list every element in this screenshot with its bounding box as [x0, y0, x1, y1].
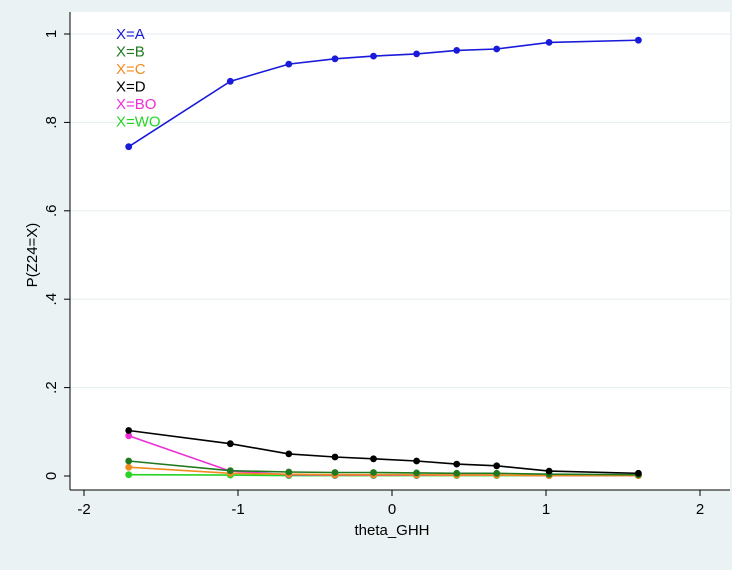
y-tick-label: .8 [43, 116, 60, 129]
x-tick-label: -2 [77, 501, 90, 518]
data-point-bo [125, 432, 133, 440]
plot-area [70, 12, 730, 490]
data-point-b [493, 469, 501, 477]
x-axis-label: theta_GHH [354, 522, 429, 539]
x-tick-label: -1 [231, 501, 244, 518]
data-point-d [635, 469, 642, 477]
data-point-d [453, 460, 461, 468]
data-point-a [370, 52, 377, 60]
legend: X=AX=BX=CX=DX=BOX=WO [116, 26, 161, 131]
data-point-d [226, 440, 234, 448]
data-point-d [285, 450, 293, 458]
data-point-b [370, 469, 377, 476]
y-tick-label: 1 [43, 30, 60, 38]
data-point-d [331, 453, 339, 461]
legend-entry: X=B [116, 44, 145, 61]
data-point-b [285, 468, 293, 476]
data-point-a [545, 39, 553, 46]
data-point-b [125, 457, 133, 465]
data-point-a [493, 45, 501, 53]
data-point-b [413, 469, 420, 477]
y-tick-label: 0 [43, 472, 60, 480]
data-point-c [125, 463, 133, 471]
data-point-d [545, 467, 553, 475]
data-point-d [493, 462, 501, 470]
data-point-d [413, 457, 420, 465]
legend-entry: X=BO [116, 96, 156, 113]
x-tick-label: 2 [696, 501, 704, 518]
legend-entry: X=C [116, 61, 146, 78]
data-point-a [635, 36, 642, 44]
legend-entry: X=D [116, 79, 146, 96]
series-line-b [128, 460, 639, 476]
series-points [125, 36, 642, 479]
y-axis-label: P(Z24=X) [24, 223, 41, 288]
series-line-d [128, 429, 639, 475]
data-point-d [125, 427, 133, 434]
y-tick-label: .6 [43, 205, 60, 218]
gridlines [70, 33, 730, 389]
series-lines [128, 39, 639, 477]
data-point-d [370, 455, 377, 463]
y-tick-label: .4 [43, 293, 60, 306]
data-point-wo [125, 471, 133, 479]
x-tick-label: 0 [388, 501, 396, 518]
data-point-b [331, 469, 339, 476]
data-point-a [413, 50, 420, 58]
data-point-a [125, 143, 133, 151]
series-line-c [128, 466, 639, 477]
data-point-b [226, 467, 234, 475]
x-tick-label: 1 [542, 501, 550, 518]
y-tick-label: .2 [43, 381, 60, 394]
legend-entry: X=WO [116, 114, 161, 131]
data-point-a [331, 55, 339, 63]
data-point-b [453, 469, 461, 477]
series-line-a [128, 39, 639, 148]
data-point-a [453, 47, 461, 54]
data-point-a [285, 60, 293, 68]
axis-ticks: 0 .2 .4 .6 .8 1 -2 -1 0 1 2 [43, 30, 704, 518]
legend-entry: X=A [116, 26, 145, 43]
data-point-a [226, 77, 234, 85]
